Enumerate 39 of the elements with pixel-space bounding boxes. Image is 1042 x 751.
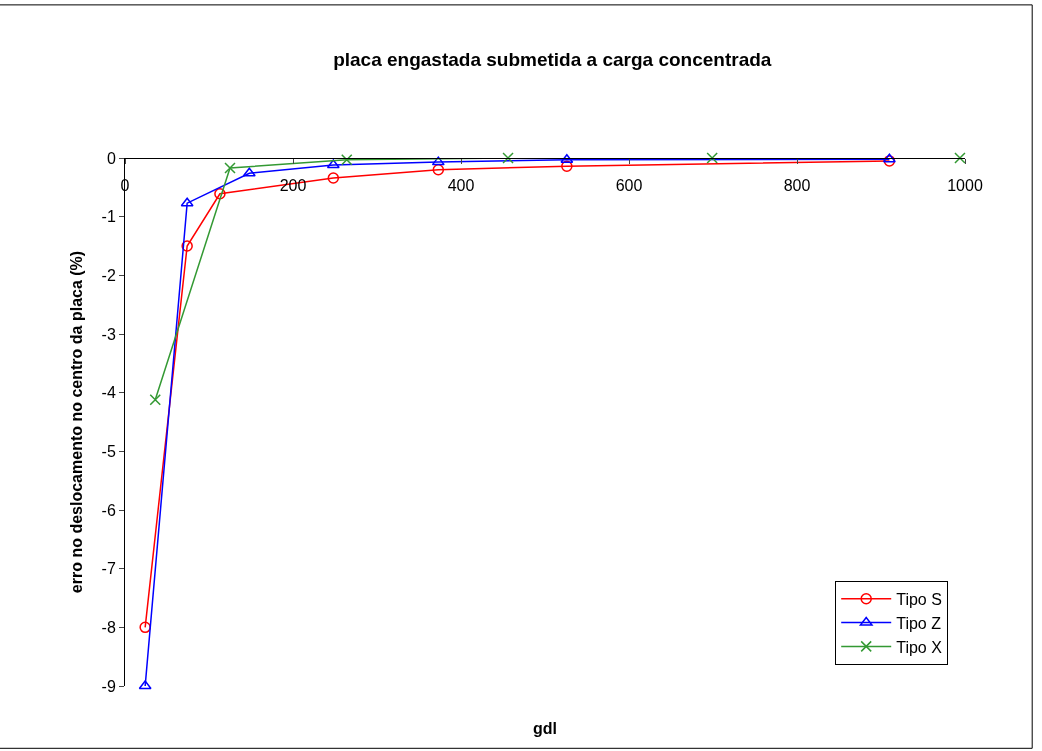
point [327, 172, 340, 184]
x-tick-label: 800 [783, 177, 811, 195]
point [341, 154, 353, 166]
point [214, 188, 226, 200]
point [224, 162, 236, 174]
point [954, 152, 966, 164]
point [882, 153, 896, 163]
point [706, 152, 718, 164]
legend-label: Tipo Z [896, 614, 942, 632]
x-axis-title: gdl [533, 720, 557, 737]
y-tick-label: -1 [101, 208, 116, 226]
point [181, 240, 193, 252]
x-tick-label: 600 [615, 177, 643, 195]
point [180, 197, 194, 207]
y-tick-label: -3 [101, 325, 116, 343]
y-tick-label: -6 [101, 501, 116, 519]
point [139, 621, 151, 634]
x-tick-label: 1000 [947, 177, 983, 195]
y-tick-label: -4 [101, 384, 116, 402]
point [326, 159, 340, 169]
point [560, 154, 574, 164]
point [138, 680, 152, 690]
point [883, 155, 896, 167]
y-tick-label: -2 [101, 266, 116, 284]
y-tick-label: -8 [101, 618, 116, 636]
point [431, 156, 445, 166]
y-tick-label: -7 [101, 560, 116, 578]
point [502, 152, 514, 164]
point [149, 393, 161, 406]
y-axis-title: erro no deslocamento no centro da placa (%) [68, 250, 86, 594]
y-tick-label: -9 [101, 677, 116, 695]
x-tick-label: 400 [447, 177, 475, 195]
point [242, 167, 256, 177]
legend-label: Tipo S [896, 591, 942, 609]
y-tick-label: 0 [106, 149, 116, 167]
legend-label: Tipo X [896, 638, 943, 656]
y-tick-label: -5 [101, 442, 116, 460]
chart-title: placa engastada submetida a carga concentrada [333, 48, 772, 70]
point [561, 160, 573, 172]
